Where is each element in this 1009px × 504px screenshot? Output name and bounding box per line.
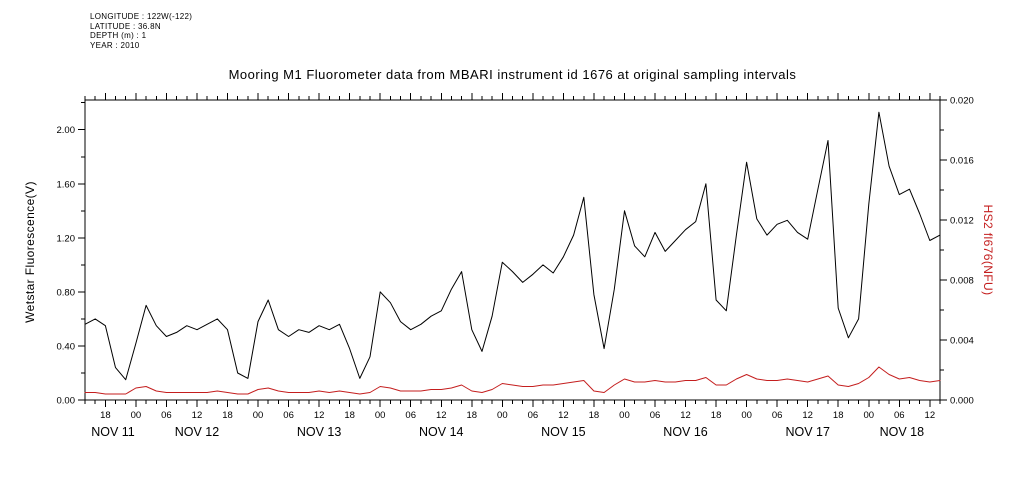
metadata-line-year: YEAR : 2010 xyxy=(90,40,140,50)
x-tick-label: 18 xyxy=(589,410,600,421)
y-right-tick-label: 0.000 xyxy=(950,396,974,407)
date-label: NOV 12 xyxy=(175,425,220,439)
y-right-tick-label: 0.004 xyxy=(950,336,974,347)
x-tick-label: 12 xyxy=(192,410,203,421)
metadata-line-depth: DEPTH (m) : 1 xyxy=(90,31,147,40)
y-left-tick-label: 1.20 xyxy=(57,233,76,244)
y-left-tick-label: 0.40 xyxy=(57,341,76,352)
x-tick-label: 12 xyxy=(436,410,447,421)
x-tick-label: 12 xyxy=(925,410,936,421)
date-label: NOV 14 xyxy=(419,425,464,439)
metadata-block: LONGITUDE : 122W(-122) LATITUDE : 36.8N … xyxy=(90,12,192,50)
chart-title: Mooring M1 Fluorometer data from MBARI i… xyxy=(228,67,797,82)
x-tick-label: 00 xyxy=(619,410,630,421)
x-tick-label: 18 xyxy=(711,410,722,421)
x-tick-label: 00 xyxy=(131,410,142,421)
x-tick-label: 18 xyxy=(100,410,111,421)
x-tick-label: 00 xyxy=(375,410,386,421)
y-left-tick-label: 1.60 xyxy=(57,179,76,190)
x-tick-label: 06 xyxy=(161,410,172,421)
x-tick-label: 00 xyxy=(253,410,264,421)
series-hs2-line xyxy=(84,366,941,395)
series-wetstar-line xyxy=(84,111,941,381)
x-tick-label: 06 xyxy=(772,410,783,421)
x-tick-label: 18 xyxy=(466,410,477,421)
y-right-tick-label: 0.016 xyxy=(950,156,974,167)
x-tick-label: 06 xyxy=(894,410,905,421)
y-right-tick-label: 0.012 xyxy=(950,216,974,227)
date-label: NOV 15 xyxy=(541,425,586,439)
y-left-tick-label: 2.00 xyxy=(57,125,76,136)
date-label: NOV 11 xyxy=(91,425,135,439)
x-tick-label: 06 xyxy=(528,410,539,421)
x-tick-label: 00 xyxy=(741,410,752,421)
metadata-line-latitude: LATITUDE : 36.8N xyxy=(90,21,161,31)
x-tick-label: 12 xyxy=(314,410,325,421)
x-tick-label: 00 xyxy=(497,410,508,421)
plot-frame xyxy=(84,99,941,401)
metadata-line-longitude: LONGITUDE : 122W(-122) xyxy=(90,12,193,21)
date-label: NOV 17 xyxy=(785,425,830,439)
x-tick-label: 18 xyxy=(222,410,233,421)
x-tick-label: 06 xyxy=(650,410,661,421)
y-left-tick-label: 0.00 xyxy=(57,396,76,407)
x-tick-label: 12 xyxy=(680,410,691,421)
x-tick-label: 00 xyxy=(863,410,874,421)
x-tick-label: 06 xyxy=(283,410,294,421)
date-label: NOV 18 xyxy=(880,425,925,439)
y-right-tick-label: 0.008 xyxy=(950,276,974,287)
date-label: NOV 13 xyxy=(297,425,342,439)
x-tick-label: 18 xyxy=(344,410,355,421)
x-tick-label: 12 xyxy=(558,410,569,421)
x-tick-label: 12 xyxy=(802,410,813,421)
x-tick-label: 18 xyxy=(833,410,844,421)
date-label: NOV 16 xyxy=(663,425,708,439)
y-right-tick-label: 0.020 xyxy=(950,96,974,107)
y-left-tick-label: 0.80 xyxy=(57,287,76,298)
x-tick-label: 06 xyxy=(405,410,416,421)
